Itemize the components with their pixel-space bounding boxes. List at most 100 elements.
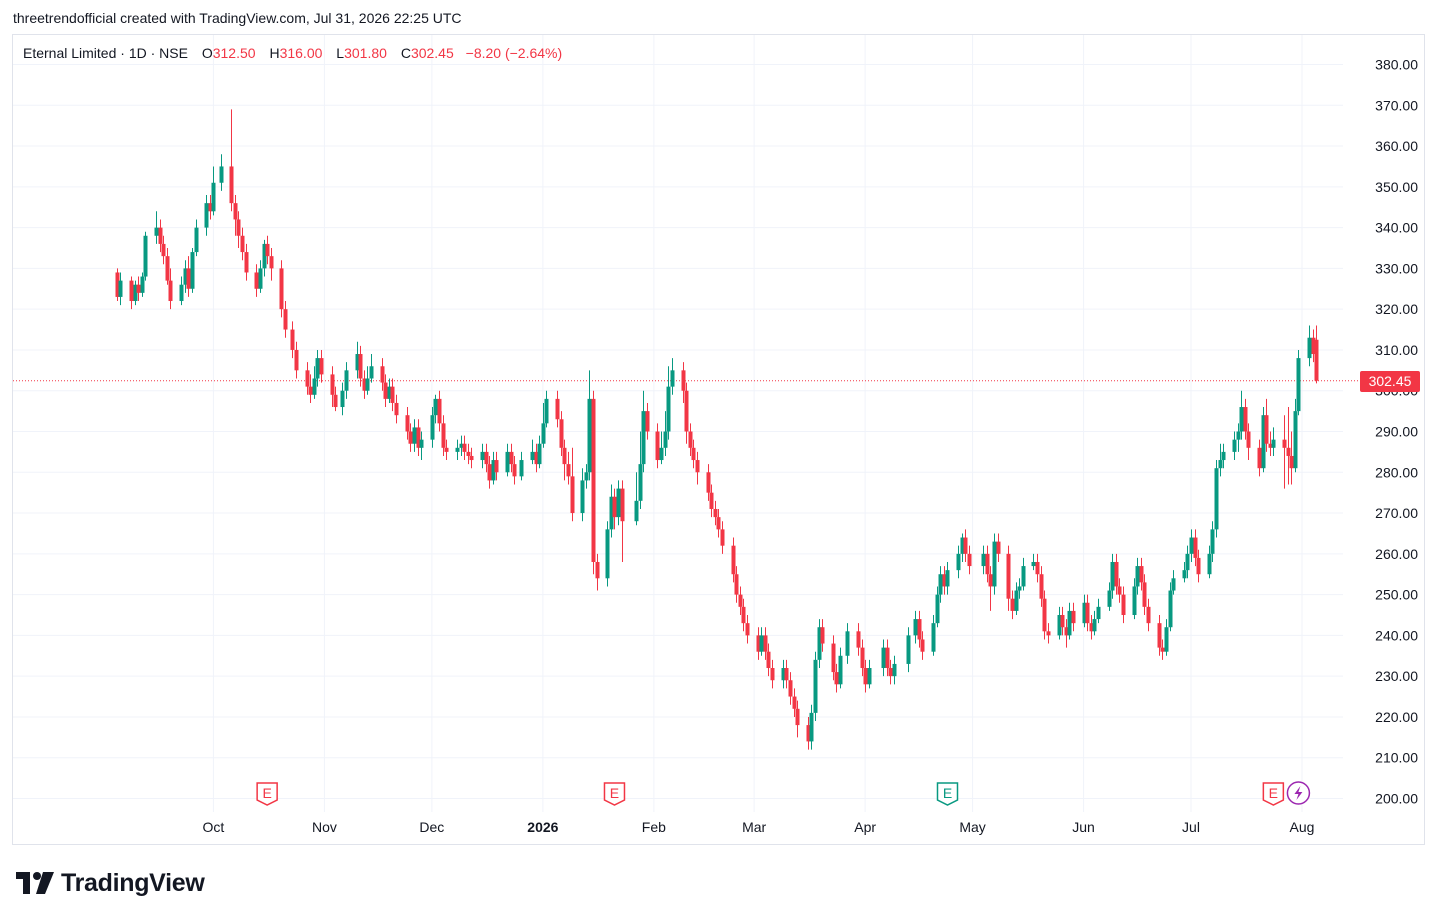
candle-body [459, 443, 464, 448]
candle-body [333, 394, 338, 408]
candle [462, 435, 467, 461]
candle [319, 349, 324, 383]
candle-body [265, 243, 270, 257]
candle-body [1189, 537, 1194, 554]
candle [519, 451, 524, 481]
candle-body [308, 386, 313, 395]
candle-body [1071, 610, 1076, 624]
candle-body [315, 358, 320, 379]
candle-body [355, 354, 360, 371]
candle-body [455, 447, 460, 452]
candle [333, 386, 338, 412]
candle [1121, 586, 1126, 624]
time-tick-label: Aug [1290, 819, 1315, 835]
candle [405, 407, 410, 440]
candle [634, 472, 639, 526]
candle [466, 443, 471, 465]
candle [759, 627, 764, 656]
candle-body [258, 268, 263, 289]
candle-body [1046, 631, 1051, 636]
candle [834, 663, 839, 693]
candle-body [380, 366, 385, 383]
candle-body [595, 561, 600, 579]
price-tick-label: 210.00 [1375, 750, 1418, 766]
candle [308, 374, 313, 403]
chart-frame [12, 34, 1425, 845]
candle-body [938, 574, 943, 595]
candle [681, 362, 686, 403]
candle [441, 415, 446, 456]
candle [240, 227, 245, 261]
candle [1082, 594, 1087, 628]
candle-body [1296, 358, 1301, 412]
candle [741, 598, 746, 632]
candle-body [466, 451, 471, 456]
candle [709, 484, 714, 518]
candle [766, 643, 771, 677]
candle [365, 366, 370, 395]
candle-body [1039, 574, 1044, 599]
candle-body [691, 447, 696, 461]
candle [1307, 325, 1312, 367]
candle [459, 435, 464, 456]
candle-body [179, 284, 184, 302]
candle-body [806, 725, 811, 742]
earnings-icon[interactable]: E [936, 782, 959, 806]
tradingview-brand[interactable]: TradingView [16, 866, 205, 900]
candle [616, 480, 621, 526]
flash-event-icon[interactable] [1286, 781, 1311, 805]
candle-body [759, 635, 764, 652]
candle [931, 615, 936, 656]
candle [1146, 598, 1151, 632]
candle-body [1193, 537, 1198, 558]
candle-body [1182, 570, 1187, 579]
candle [1296, 349, 1301, 416]
candle [1214, 460, 1219, 538]
candle [1218, 443, 1223, 477]
candle [269, 248, 274, 281]
candle [1168, 582, 1173, 632]
candle [817, 619, 822, 669]
candle [154, 211, 159, 244]
candle-body [1117, 586, 1122, 595]
candle [140, 272, 145, 297]
candle [935, 586, 940, 628]
candle [996, 533, 1001, 562]
candle-body [118, 280, 123, 297]
candle [716, 508, 721, 538]
legend-low-label: L [336, 45, 345, 61]
candle-body [695, 460, 700, 473]
candle-body [1207, 553, 1212, 575]
candle-body [985, 553, 990, 575]
candle-body [981, 553, 986, 567]
candle [186, 256, 191, 297]
earnings-icon[interactable]: E [1262, 782, 1285, 806]
candle-body [766, 651, 771, 669]
candle [383, 374, 388, 408]
candle [1092, 610, 1097, 636]
candle-body [462, 443, 467, 452]
candle [229, 109, 234, 212]
candle-body [254, 272, 259, 289]
candle [988, 566, 993, 611]
candle [168, 268, 173, 310]
candle-body [365, 378, 370, 391]
earnings-icon[interactable]: E [603, 782, 626, 806]
candle-body [1064, 627, 1069, 636]
earnings-icon[interactable]: E [256, 782, 278, 806]
candle-body [795, 708, 800, 726]
candle-body [817, 627, 822, 660]
time-tick-label: Apr [854, 819, 876, 835]
candle [813, 651, 818, 722]
price-tick-label: 320.00 [1375, 301, 1418, 317]
candle-body [412, 427, 417, 444]
candle [1067, 602, 1072, 640]
candle-body [494, 460, 499, 473]
candle [233, 194, 238, 236]
candle [938, 566, 943, 603]
candle [806, 716, 811, 750]
candle [967, 545, 972, 575]
candle [1039, 566, 1044, 607]
